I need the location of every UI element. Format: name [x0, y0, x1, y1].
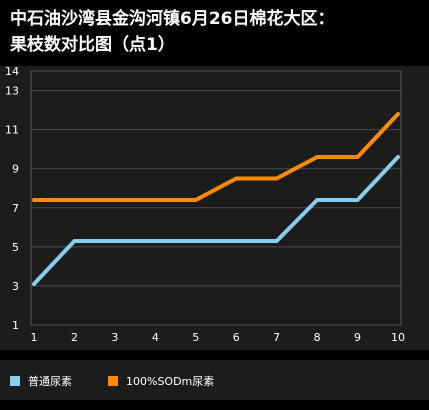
- x-tick-label-1: 1: [31, 331, 38, 344]
- legend-item-series-2: 100%SODm尿素: [108, 373, 214, 389]
- x-tick-label-6: 6: [233, 331, 240, 344]
- x-tick-label-5: 5: [192, 331, 199, 344]
- x-tick-label-2: 2: [71, 331, 78, 344]
- y-tick-label-13: 13: [5, 85, 19, 98]
- x-tick-label-4: 4: [152, 331, 159, 344]
- x-tick-label-9: 9: [354, 331, 361, 344]
- legend-item-series-1: 普通尿素: [10, 373, 72, 389]
- x-tick-label-3: 3: [111, 331, 118, 344]
- chart-title: 中石油沙湾县金沟河镇6月26日棉花大区： 果枝数对比图（点1）: [10, 6, 422, 58]
- y-tick-label-9: 9: [12, 163, 19, 176]
- x-tick-label-10: 10: [391, 331, 405, 344]
- x-tick-label-8: 8: [314, 331, 321, 344]
- y-tick-label-14: 14: [5, 65, 19, 78]
- chart-title-line-1: 中石油沙湾县金沟河镇6月26日棉花大区：: [10, 9, 335, 29]
- x-tick-label-7: 7: [273, 331, 280, 344]
- y-tick-label-5: 5: [12, 241, 19, 254]
- legend-label-series-1: 普通尿素: [28, 375, 72, 388]
- series-line-2: [32, 112, 400, 202]
- y-tick-label-7: 7: [12, 202, 19, 215]
- series-line-1: [32, 155, 400, 286]
- chart-title-line-2: 果枝数对比图（点1）: [10, 35, 175, 55]
- y-tick-label-11: 11: [5, 124, 19, 137]
- legend: 普通尿素 100%SODm尿素: [0, 360, 429, 400]
- legend-swatch-series-1: [10, 376, 20, 386]
- y-tick-label-3: 3: [12, 280, 19, 293]
- legend-label-series-2: 100%SODm尿素: [126, 375, 215, 388]
- legend-swatch-series-2: [108, 376, 118, 386]
- y-tick-label-1: 1: [12, 319, 19, 332]
